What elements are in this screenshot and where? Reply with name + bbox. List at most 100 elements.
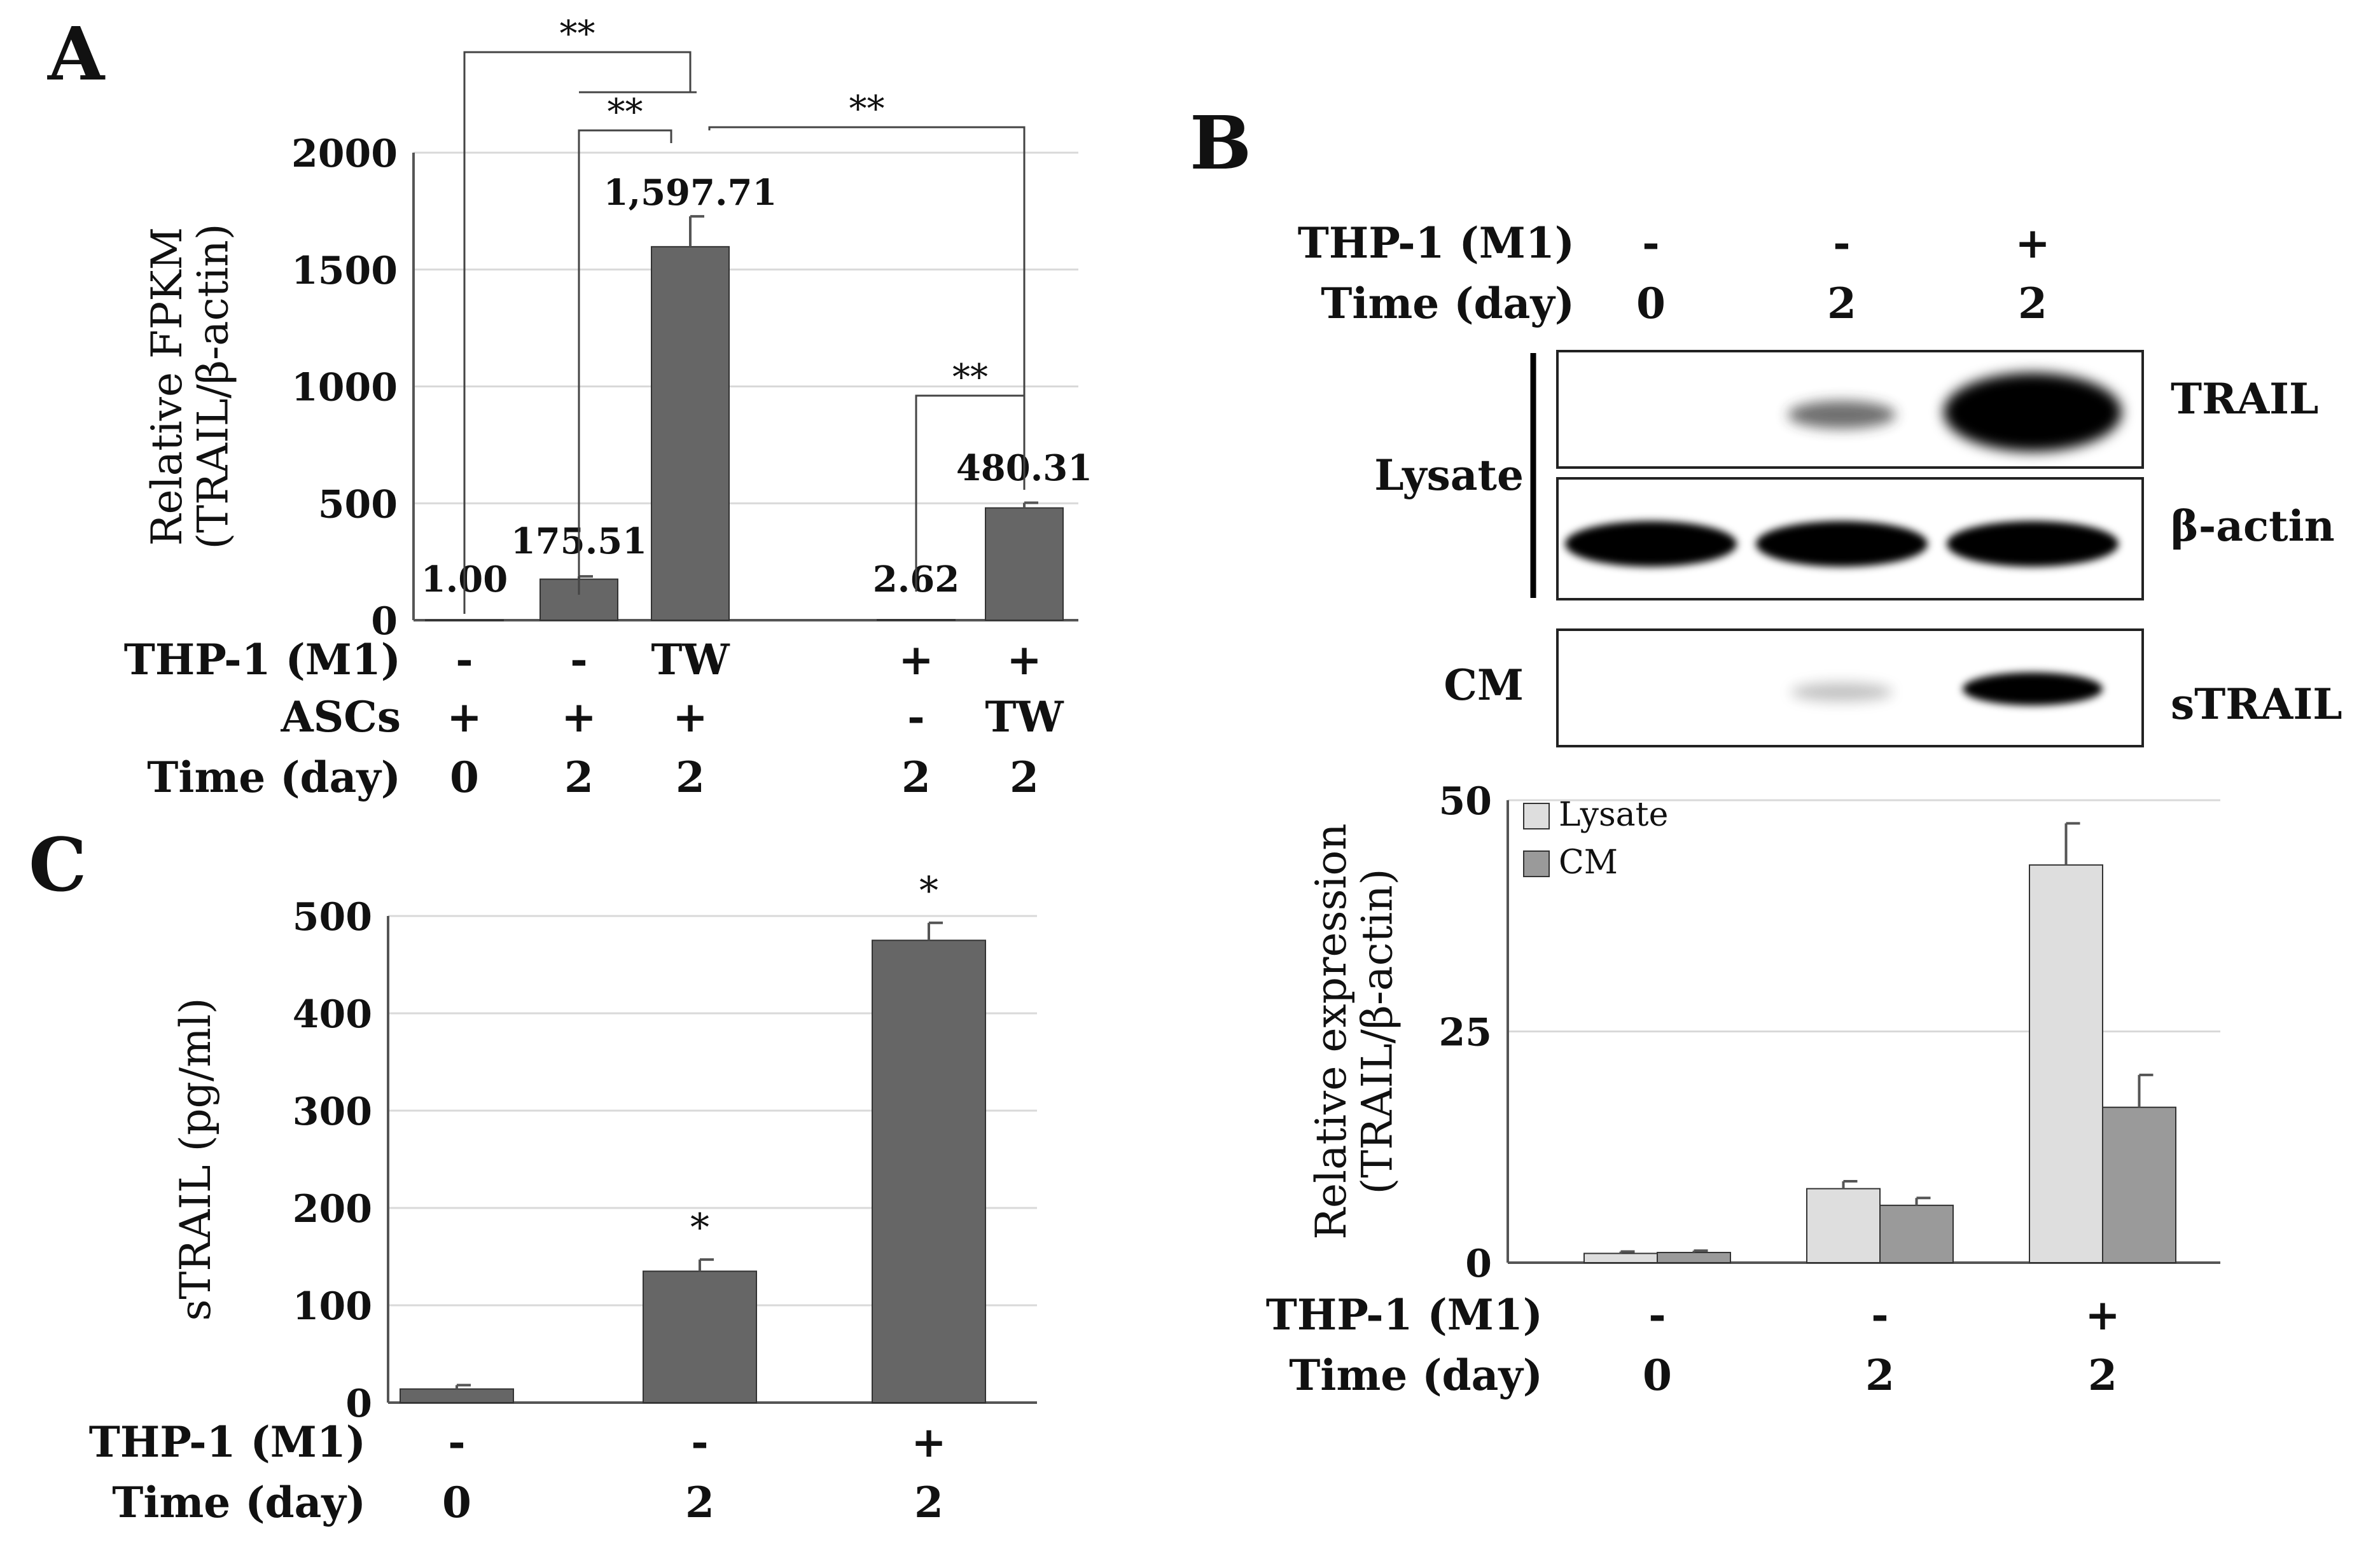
y-tick-label: 500 [318,482,398,527]
blot-row-value: + [2015,218,2050,268]
condition-row-value: + [898,635,933,684]
condition-row-label: Time (day) [147,753,401,802]
blot-row-label: THP-1 (M1) [1298,218,1575,268]
panel-label-c: C [29,822,87,908]
condition-row-value: 2 [676,753,705,802]
condition-row-value: 2 [2088,1350,2117,1400]
condition-row-value: - [1871,1290,1888,1340]
y-tick-label: 0 [371,599,398,644]
blot-band-trail-lane3 [1944,373,2122,452]
blot-band-label-trail: TRAIL [2171,374,2318,424]
blot-row-label: Time (day) [1321,279,1575,328]
significance-bracket [708,126,1026,490]
condition-row-value: 2 [1010,753,1039,802]
blot-row-value: 2 [2018,279,2047,328]
condition-row-label: Time (day) [112,1478,366,1527]
blot-condition-row-time: Time (day) 0 2 2 [1321,279,2047,328]
condition-row-value: - [570,635,587,684]
blot-group-label-lysate: Lysate [1374,450,1524,500]
y-axis-label: sTRAIL (pg/ml) [171,997,220,1321]
condition-row-value: - [1648,1290,1666,1340]
blot-band-actin-lane3 [1947,521,2119,567]
condition-row-value: 2 [914,1478,943,1527]
legend-label: CM [1559,843,1618,882]
legend-swatch [1523,850,1550,877]
significance-label: ** [608,92,643,133]
condition-row-label: Time (day) [1289,1350,1543,1400]
condition-row-label: THP-1 (M1) [89,1417,366,1467]
data-label: 1,597.71 [604,172,777,214]
condition-row-value: TW [985,692,1064,742]
y-tick-label: 1000 [291,366,398,410]
blot-band-label-strail: sTRAIL [2171,679,2342,729]
blot-band-strail-lane3 [1963,672,2103,705]
bar [1657,1252,1731,1263]
bar [1879,1204,1954,1264]
condition-row-value: 0 [1643,1350,1672,1400]
significance-bracket [578,129,672,595]
bar [2029,864,2103,1263]
y-axis-label-2: (TRAIL/β-actin) [1353,869,1402,1195]
blot-row-value: - [1833,218,1850,268]
condition-row-value: + [1006,635,1041,684]
y-axis-label: Relative FPKM [143,227,191,546]
blot-band-strail-lane2 [1791,683,1893,702]
condition-row-value: 2 [1865,1350,1895,1400]
legend-swatch [1523,803,1550,829]
condition-row-value: - [448,1417,465,1467]
bar [1806,1188,1881,1264]
y-tick-label: 2000 [291,132,398,176]
y-tick-label: 200 [293,1187,372,1232]
y-tick-label: 50 [1439,779,1493,824]
significance-bracket [915,394,1026,592]
condition-row-value: + [447,692,482,742]
bar [1583,1252,1658,1263]
condition-row-value: 2 [901,753,931,802]
bar [425,619,504,621]
y-tick-label: 0 [345,1382,372,1426]
blot-condition-row-thp1: THP-1 (M1) - - + [1298,218,2050,268]
condition-row-value: + [2085,1290,2120,1340]
y-tick-label: 1500 [291,249,398,293]
condition-row-value: + [911,1417,946,1467]
y-axis-label: Relative expression [1307,823,1356,1239]
condition-row-label: THP-1 (M1) [1266,1290,1543,1340]
condition-row-value: + [672,692,707,742]
y-tick-label: 100 [293,1284,372,1329]
condition-row-value: + [561,692,596,742]
condition-row-value: - [691,1417,708,1467]
y-tick-label: 500 [293,895,372,940]
condition-row-value: TW [651,635,730,684]
blot-band-label-actin: β-actin [2171,501,2335,551]
blot-band-actin-lane1 [1565,521,1737,567]
bar [651,246,730,621]
chart-b: 0 25 50 Relative expression(TRAIL/β-actin) L… [1266,779,2220,1400]
condition-row-label: ASCs [280,692,401,742]
blot-band-actin-lane2 [1756,521,1928,567]
significance-star: * [919,869,938,913]
y-tick-label: 25 [1439,1011,1493,1055]
condition-row-label: THP-1 (M1) [124,635,401,684]
significance-bracket [463,51,692,614]
condition-row-value: 0 [442,1478,471,1527]
chart-c: 0 100 200 300 400 500 sTRAIL (pg/ml) * * THP-1 (M… [89,869,1037,1527]
blot-row-value: - [1642,218,1659,268]
blot-group-label-cm: CM [1444,660,1524,710]
bar [643,1270,757,1403]
y-tick-label: 400 [293,992,372,1037]
significance-label: ** [560,13,595,55]
blot-row-value: 2 [1827,279,1856,328]
bar [400,1388,514,1404]
significance-label: ** [849,88,885,130]
condition-row-value: 0 [450,753,479,802]
western-blot: THP-1 (M1) - - + Time (day) 0 2 2 Lysate… [1298,218,2342,747]
legend-label: Lysate [1559,796,1668,834]
significance-star: * [690,1205,709,1250]
panel-label-a: A [47,11,106,97]
y-tick-label: 300 [293,1090,372,1134]
bar [872,940,986,1403]
y-axis-label-2: (TRAIL/β-actin) [189,224,238,550]
condition-row-value: - [907,692,924,742]
blot-row-value: 0 [1636,279,1666,328]
